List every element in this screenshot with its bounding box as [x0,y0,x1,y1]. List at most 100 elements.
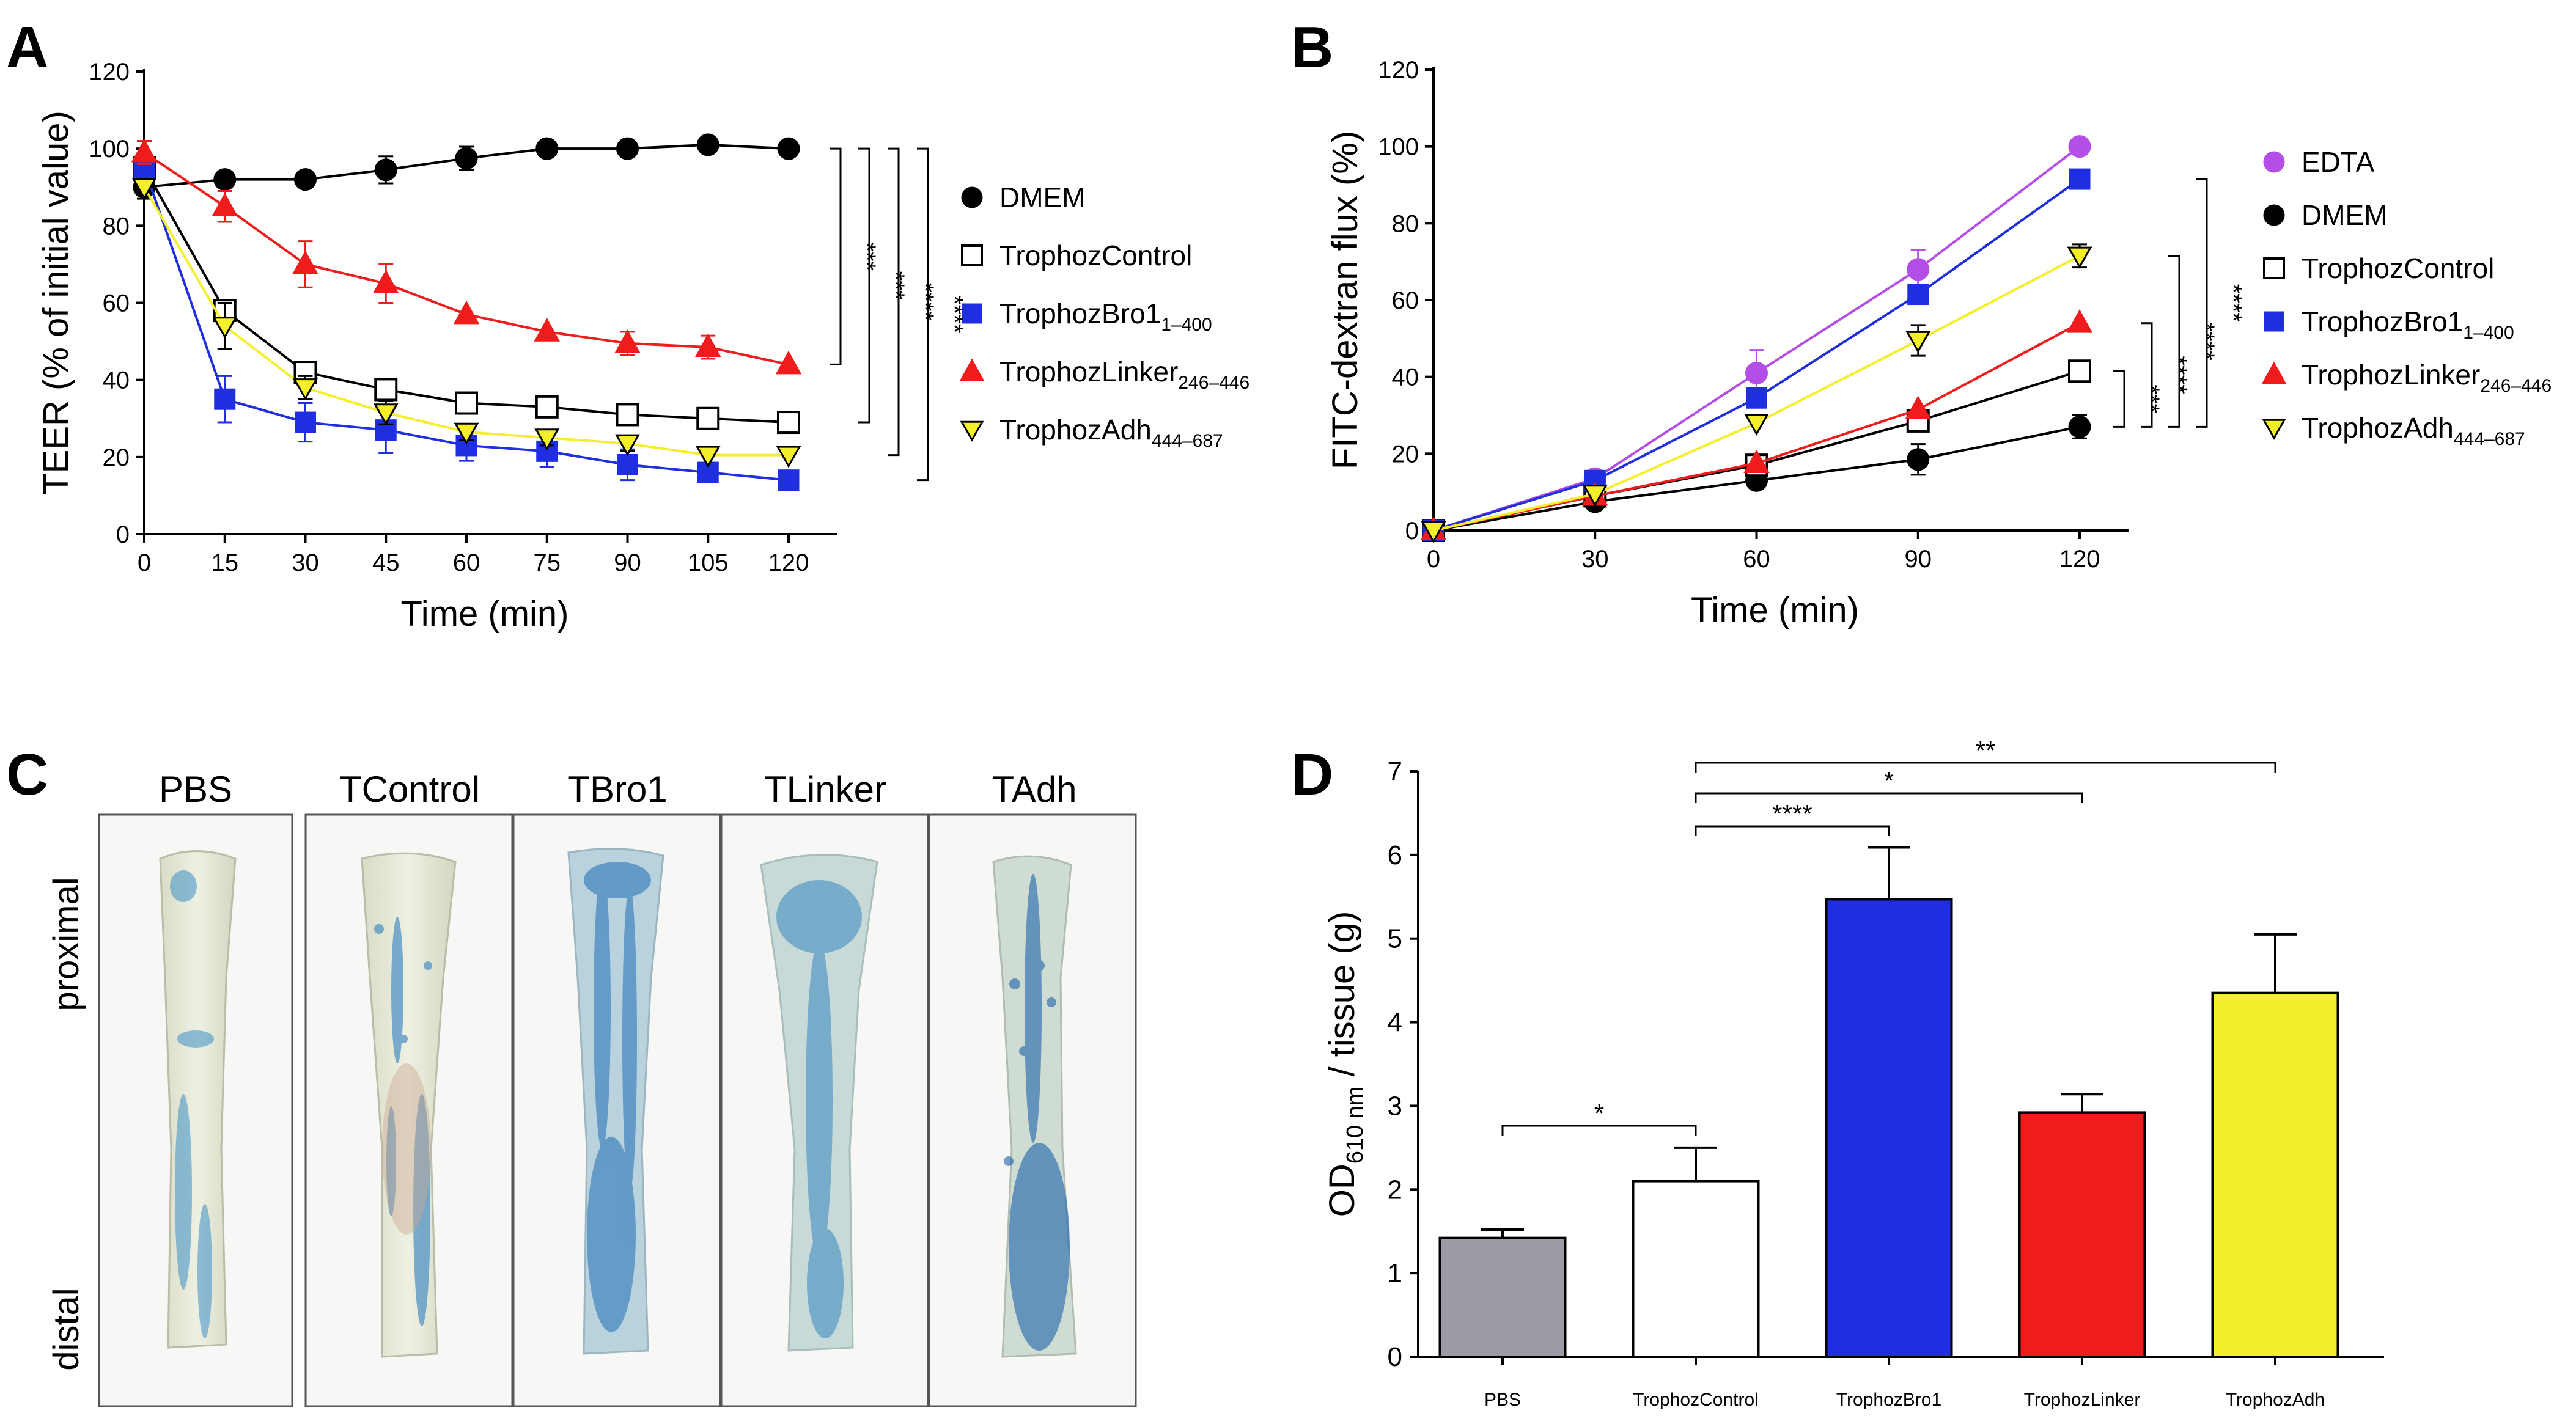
x-tick-label: TrophozAdh [2226,1390,2325,1410]
bracket [1695,792,2083,803]
significance-label: * [1594,1099,1604,1128]
y-tick-label: 5 [1388,924,1402,954]
x-tick-label: 120 [768,549,809,576]
bracket [2113,370,2125,428]
significance-brackets: ****** **** **** [830,147,968,482]
bracket [1695,825,1890,836]
x-tick-label: 60 [1743,546,1770,573]
legend-marker-control [2263,257,2285,279]
y-tick-label: 80 [103,213,130,240]
significance-label: **** [911,283,938,321]
bracket [2141,322,2153,428]
series-line-linker [143,151,789,366]
significance-label: ** [1976,736,1996,765]
legend-label-dmem: DMEM [999,182,1086,213]
teer-chart: 0 20 40 60 80 100 120 0 15 30 45 60 75 90 105 120 Time (… [36,59,1249,634]
data-point-adh [534,428,560,451]
data-point-dmem [696,133,719,156]
bracket [888,147,900,457]
x-tick-label: 105 [688,549,729,576]
legend-label-linker: TrophozLinker246–446 [2302,359,2552,396]
data-point-adh [212,317,238,339]
significance-brackets: ******** [1501,736,2276,1136]
series-dmem [133,133,800,200]
legend-marker-linker [959,358,985,381]
significance-label: **** [1772,799,1812,828]
bracket [917,147,929,482]
x-tick-label: TrophozControl [1633,1390,1759,1410]
axes: 0 20 40 60 80 100 120 0 15 30 45 60 75 90 105 120 Time (… [36,59,837,634]
data-point-adh [293,378,318,401]
significance-label: *** [882,271,909,300]
data-point-adh [131,178,157,200]
data-point-bro1 [214,388,236,410]
legend-label-bro1: TrophozBro11–400 [999,298,1212,335]
bracket [830,147,842,365]
y-tick-label: 80 [1392,210,1419,237]
legend-marker-control [961,244,983,266]
x-tick-label: TrophozBro1 [1836,1390,1941,1410]
data-point-control [2068,359,2091,383]
column-label-tadh: TAdh [992,769,1077,810]
data-point-linker [695,333,721,357]
data-point-bro1 [778,469,800,491]
tissue-photo-tadh: TAdh [928,769,1137,1407]
significance-label: **** [941,295,968,333]
data-point-control [455,391,478,415]
data-point-control [616,403,639,427]
column-label-tbro1: TBro1 [567,769,667,810]
bar-TrophozAdh [2211,991,2339,1358]
data-point-dmem [616,137,639,160]
series-line-control [143,167,789,424]
legend-marker-adh [2262,419,2286,440]
series-adh [1421,243,2092,543]
y-tick-label: 40 [103,367,130,394]
legend-marker-edta [2263,151,2285,173]
legend-marker-linker [2261,361,2287,384]
column-label-tcontrol: TControl [339,769,480,810]
y-tick-label: 6 [1388,840,1402,870]
y-tick-label: 4 [1388,1008,1402,1038]
data-point-dmem [455,147,478,170]
y-axis-title: OD610 nm / tissue (g) [1322,911,1368,1217]
data-point-bro1 [1746,387,1767,409]
x-tick-label: 15 [212,549,239,576]
legend-marker-dmem [2263,204,2285,226]
y-tick-label: 40 [1392,364,1419,391]
legend-label-control: TrophozControl [999,240,1192,271]
significance-label: *** [853,242,880,271]
data-point-linker [775,350,802,375]
data-point-dmem [535,137,559,160]
data-point-control [374,378,398,402]
tissue-photo-tlinker: TLinker [720,769,929,1407]
x-tick-label: 30 [1581,546,1609,573]
series-linker [131,138,802,375]
x-tick-label: 45 [372,549,400,576]
column-label-tlinker: TLinker [764,769,886,810]
legend-marker-bro1 [2264,311,2284,332]
data-point-dmem [374,158,397,182]
axes: 0 1 2 3 4 5 6 7 OD610 nm / tissue (g) [1322,757,2384,1372]
data-point-linker [131,138,158,163]
y-tick-label: 20 [103,444,130,471]
data-point-adh [695,446,721,468]
y-tick-label: 120 [89,59,130,86]
legend-marker-bro1 [962,303,982,324]
y-tick-label: 0 [1388,1342,1402,1372]
x-tick-label: 30 [292,549,319,576]
data-point-linker [292,250,318,274]
data-point-dmem [213,168,237,191]
data-point-linker [1905,395,1931,420]
x-tick-label: 60 [453,549,480,576]
legend-label-adh: TrophozAdh444–687 [2302,412,2525,449]
y-axis-title: FITC-dextran flux (%) [1325,131,1365,469]
data-point-dmem [2068,415,2091,438]
significance-label: **** [2220,284,2247,322]
y-tick-label: 100 [89,136,130,163]
y-tick-label: 120 [1378,57,1419,84]
y-tick-label: 60 [1392,287,1419,314]
data-point-adh [776,446,801,468]
significance-label: **** [2192,322,2219,360]
data-point-edta [1907,258,1930,281]
